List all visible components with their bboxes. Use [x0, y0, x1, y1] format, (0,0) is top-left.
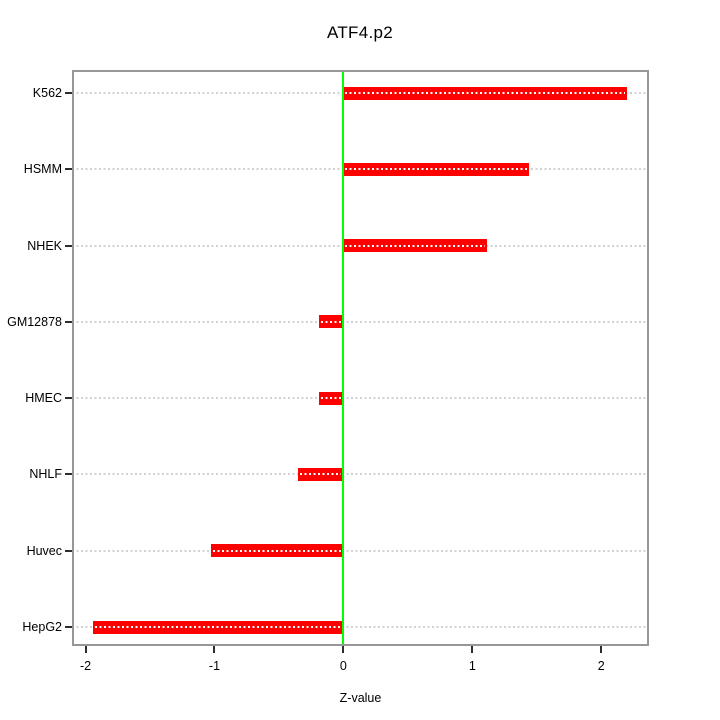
y-axis-tick-gm12878 [65, 320, 72, 323]
zero-reference-line [342, 70, 345, 646]
bar-inner-dotted-line [345, 168, 528, 171]
bar-inner-dotted-line [95, 626, 342, 629]
y-tick-label-k562: K562 [32, 86, 62, 100]
x-axis-tick-0 [342, 646, 345, 653]
x-axis-tick--2 [84, 646, 87, 653]
y-tick-label-hmec: HMEC [25, 391, 62, 406]
y-tick-label-huvec: Huvec [26, 543, 62, 558]
bar-inner-dotted-line [300, 473, 342, 476]
x-tick-label--2: -2 [79, 659, 92, 673]
gridline-hmec [72, 397, 649, 400]
y-axis-tick-hsmm [65, 168, 72, 171]
bar-inner-dotted-line [212, 549, 342, 552]
bar-inner-dotted-line [320, 397, 342, 400]
y-axis-tick-hmec [65, 397, 72, 400]
gridline-nhlf [72, 473, 649, 476]
x-tick-label--1: -1 [208, 659, 221, 673]
y-tick-label-nhlf: NHLF [29, 467, 62, 482]
bar-nhek [343, 239, 487, 253]
y-tick-label-nhek: NHEK [27, 238, 62, 253]
y-tick-label-gm12878: GM12878 [7, 314, 62, 329]
y-axis-tick-nhlf [65, 473, 72, 476]
bar-hmec [318, 391, 344, 405]
y-axis-tick-k562 [65, 92, 72, 94]
bar-gm12878 [318, 315, 344, 329]
bar-nhlf [298, 467, 344, 481]
y-axis-tick-hepg2 [65, 626, 72, 629]
gridline-huvec [72, 549, 649, 552]
bar-inner-dotted-line [345, 244, 485, 247]
y-axis-tick-nhek [65, 244, 72, 247]
gridline-hepg2 [72, 626, 649, 629]
gridline-gm12878 [72, 320, 649, 323]
x-tick-label-2: 2 [597, 659, 605, 673]
y-tick-label-hepg2: HepG2 [22, 620, 62, 635]
x-axis-tick--1 [213, 646, 216, 653]
bar-hepg2 [93, 620, 344, 634]
plot-area [72, 70, 649, 646]
x-axis-tick-1 [471, 646, 474, 653]
bar-k562 [343, 86, 628, 100]
chart-title: ATF4.p2 [326, 23, 394, 42]
x-axis-label: Z-value [339, 691, 382, 705]
y-tick-label-hsmm: HSMM [23, 162, 62, 177]
bar-huvec [210, 544, 344, 558]
x-tick-label-1: 1 [468, 659, 476, 673]
bar-hsmm [343, 162, 530, 176]
x-tick-label-0: 0 [339, 659, 347, 673]
y-axis-tick-huvec [65, 549, 72, 552]
bar-inner-dotted-line [345, 92, 626, 94]
bar-inner-dotted-line [320, 320, 342, 323]
x-axis-tick-2 [600, 646, 603, 653]
